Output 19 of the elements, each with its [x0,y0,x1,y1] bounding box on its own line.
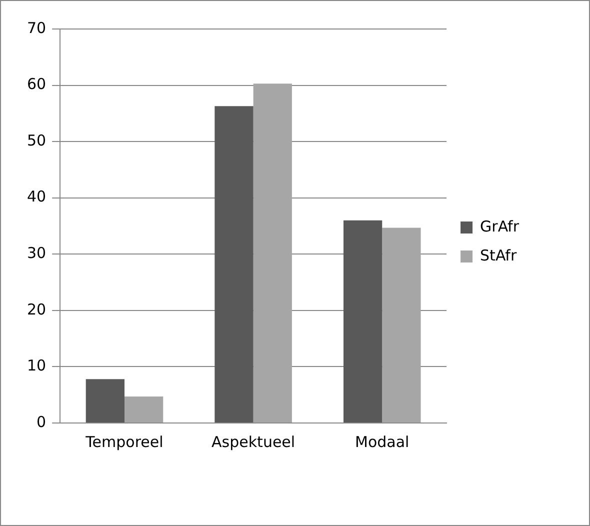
y-tick-label: 50 [26,131,46,150]
bar [214,106,254,422]
x-tick-label: Aspektueel [212,432,296,451]
y-tick-label: 0 [36,412,46,431]
legend-label: GrAfr [480,217,520,236]
y-tick-label: 70 [26,18,46,37]
bar [253,84,292,422]
y-tick-label: 20 [26,300,46,318]
bar [343,220,382,422]
bar [86,379,124,422]
x-tick-label: Temporeel [84,432,164,451]
y-tick-label: 60 [26,75,46,94]
y-tick-label: 40 [26,188,46,206]
bar [124,396,164,422]
y-tick-label: 30 [26,244,46,262]
legend-label: StAfr [480,246,518,264]
bar [382,228,421,422]
x-tick-label: Modaal [355,432,410,451]
y-tick-label: 10 [26,356,46,375]
